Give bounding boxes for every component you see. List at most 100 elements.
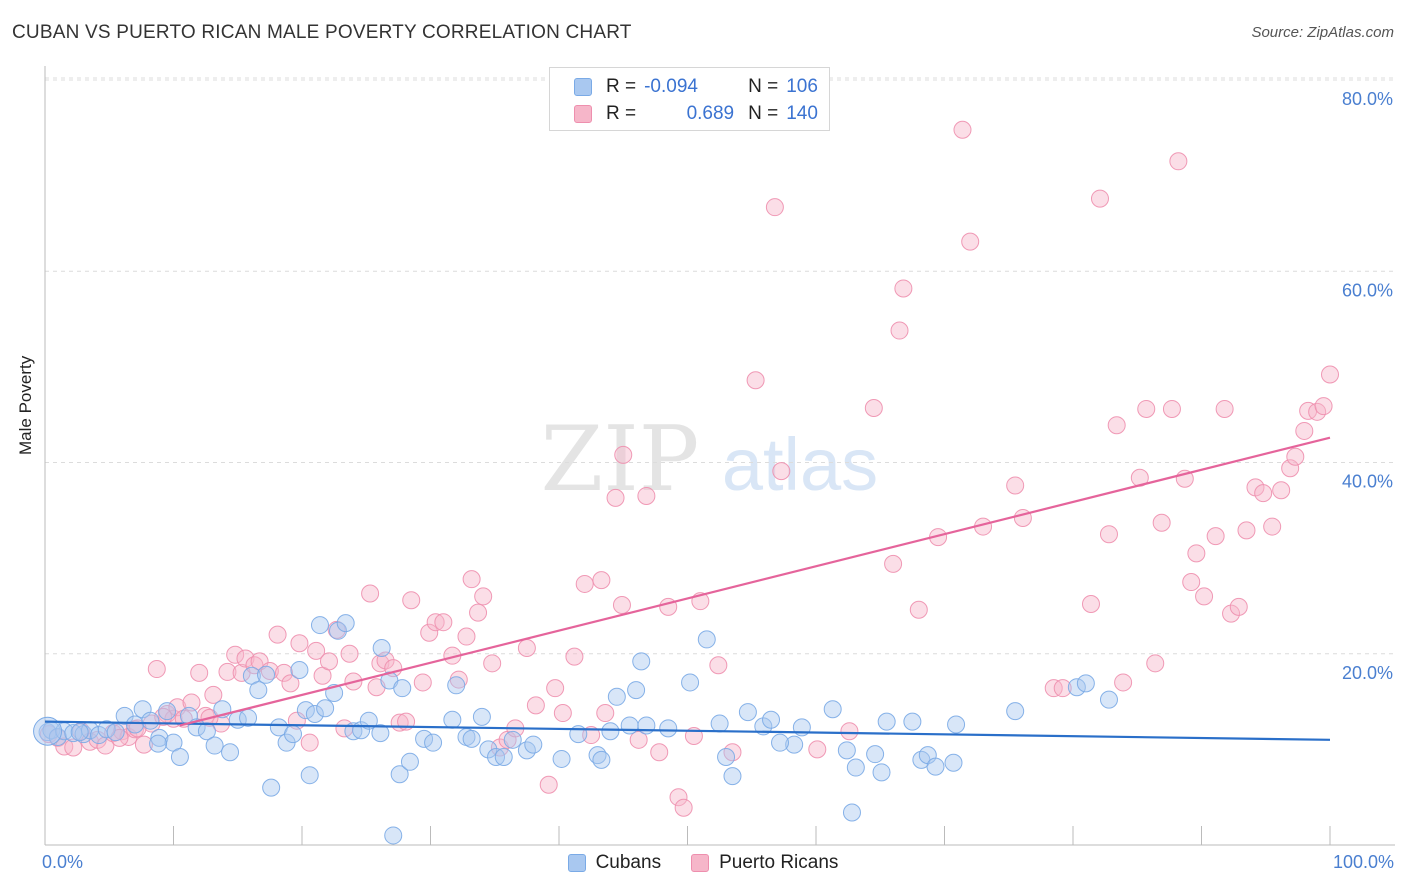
puerto-ricans-point[interactable] [1272,481,1291,500]
cubans-point[interactable] [524,735,543,754]
puerto-ricans-point[interactable] [808,740,827,759]
cubans-point[interactable] [336,614,355,633]
legend-item-puerto-ricans[interactable]: Puerto Ricans [691,852,838,874]
cubans-point[interactable] [785,735,804,754]
puerto-ricans-point[interactable] [746,371,765,390]
cubans-point[interactable] [903,712,922,731]
puerto-ricans-point[interactable] [890,321,909,340]
puerto-ricans-point[interactable] [1152,513,1171,532]
puerto-ricans-point[interactable] [1162,399,1181,418]
puerto-ricans-point[interactable] [539,775,558,794]
puerto-ricans-point[interactable] [1114,673,1133,692]
cubans-point[interactable] [479,740,498,759]
puerto-ricans-point[interactable] [1099,525,1118,544]
cubans-point[interactable] [872,763,891,782]
puerto-ricans-point[interactable] [55,737,74,756]
cubans-point[interactable] [400,752,419,771]
cubans-point[interactable] [415,729,434,748]
cubans-point[interactable] [371,724,390,743]
cubans-point[interactable] [723,767,742,786]
puerto-ricans-point[interactable] [268,625,287,644]
cubans-point[interactable] [125,715,144,734]
cubans-point[interactable] [249,681,268,700]
cubans-point[interactable] [762,710,781,729]
cubans-point[interactable] [877,712,896,731]
cubans-point[interactable] [197,722,216,741]
puerto-ricans-point[interactable] [1206,527,1225,546]
cubans-point[interactable] [837,741,856,760]
puerto-ricans-point[interactable] [1295,421,1314,440]
cubans-point[interactable] [328,621,347,640]
puerto-ricans-point[interactable] [596,704,615,723]
cubans-point[interactable] [627,681,646,700]
cubans-point[interactable] [300,766,319,785]
cubans-point[interactable] [710,714,729,733]
puerto-ricans-point[interactable] [236,649,255,668]
puerto-ricans-point[interactable] [546,679,565,698]
cubans-point[interactable] [106,723,125,742]
cubans-point[interactable] [503,730,522,749]
cubans-point[interactable] [601,722,620,741]
puerto-ricans-point[interactable] [1237,521,1256,540]
puerto-ricans-point[interactable] [281,674,300,693]
cubans-point[interactable] [637,716,656,735]
cubans-point[interactable] [592,750,611,769]
puerto-ricans-point[interactable] [218,662,237,681]
puerto-ricans-point[interactable] [575,574,594,593]
cubans-point[interactable] [443,710,462,729]
puerto-ricans-point[interactable] [1081,595,1100,614]
puerto-ricans-point[interactable] [592,571,611,590]
puerto-ricans-point[interactable] [709,656,728,675]
puerto-ricans-point[interactable] [1182,573,1201,592]
cubans-point[interactable] [462,729,481,748]
puerto-ricans-point[interactable] [526,696,545,715]
puerto-ricans-point[interactable] [674,798,693,817]
cubans-point[interactable] [552,749,571,768]
puerto-ricans-point[interactable] [1169,152,1188,171]
cubans-point[interactable] [296,701,315,720]
puerto-ricans-point[interactable] [864,398,883,417]
puerto-ricans-point[interactable] [226,645,245,664]
puerto-ricans-point[interactable] [204,685,223,704]
puerto-ricans-point[interactable] [426,613,445,632]
cubans-point[interactable] [149,734,168,753]
cubans-point[interactable] [158,702,177,721]
puerto-ricans-point[interactable] [402,591,421,610]
puerto-ricans-point[interactable] [1222,604,1241,623]
puerto-ricans-point[interactable] [1107,416,1126,435]
cubans-point[interactable] [846,758,865,777]
puerto-ricans-point[interactable] [1314,397,1333,416]
puerto-ricans-point[interactable] [606,488,625,507]
cubans-point[interactable] [632,652,651,671]
cubans-point[interactable] [472,707,491,726]
puerto-ricans-point[interactable] [1263,517,1282,536]
cubans-point[interactable] [262,778,281,797]
puerto-ricans-point[interactable] [565,647,584,666]
puerto-ricans-point[interactable] [300,733,319,752]
cubans-point[interactable] [842,803,861,822]
puerto-ricans-point[interactable] [457,627,476,646]
puerto-ricans-point[interactable] [275,663,294,682]
puerto-ricans-point[interactable] [413,673,432,692]
puerto-ricans-point[interactable] [1187,544,1206,563]
puerto-ricans-point[interactable] [1229,597,1248,616]
cubans-point[interactable] [607,687,626,706]
cubans-point[interactable] [659,719,678,738]
cubans-point[interactable] [393,679,412,698]
puerto-ricans-point[interactable] [614,445,633,464]
puerto-ricans-point[interactable] [469,603,488,622]
cubans-point[interactable] [205,736,224,755]
cubans-point[interactable] [141,711,160,730]
puerto-ricans-point[interactable] [434,613,453,632]
puerto-ricans-point[interactable] [1006,476,1025,495]
cubans-point[interactable] [1076,674,1095,693]
puerto-ricans-point[interactable] [474,587,493,606]
puerto-ricans-point[interactable] [517,639,536,658]
cubans-point[interactable] [494,748,513,767]
cubans-point[interactable] [681,673,700,692]
puerto-ricans-point[interactable] [612,595,631,614]
puerto-ricans-point[interactable] [462,570,481,589]
cubans-point[interactable] [771,733,790,752]
puerto-ricans-point[interactable] [340,644,359,663]
cubans-point[interactable] [384,826,403,845]
